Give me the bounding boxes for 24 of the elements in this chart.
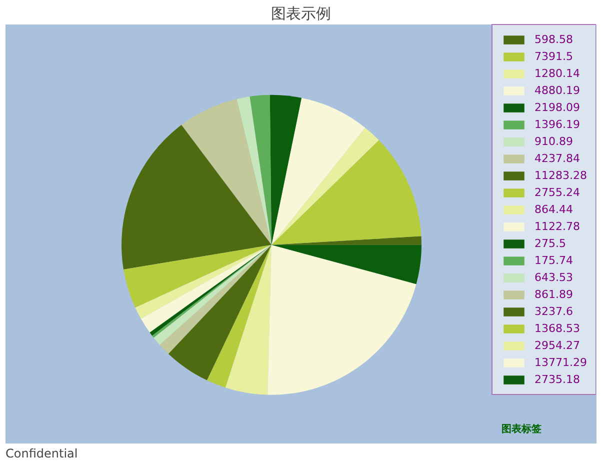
legend-label: 910.89 <box>534 135 573 148</box>
legend-label: 1280.14 <box>534 67 580 80</box>
legend-label: 1368.53 <box>534 322 580 335</box>
legend-label: 275.5 <box>534 237 566 250</box>
legend-title: 图表标签 <box>502 423 542 436</box>
chart-title: 图表示例 <box>271 4 331 22</box>
legend-label: 2735.18 <box>534 373 580 386</box>
legend-label: 13771.29 <box>534 356 587 369</box>
legend-label: 2755.24 <box>534 186 580 199</box>
legend-label: 3237.6 <box>534 305 573 318</box>
legend-label: 11283.28 <box>534 169 587 182</box>
legend-label: 2954.27 <box>534 339 580 352</box>
text: Confidential <box>6 446 78 460</box>
legend-label: 2198.09 <box>534 101 580 114</box>
legend-label: 861.89 <box>534 288 573 301</box>
legend-label: 4880.19 <box>534 84 580 97</box>
legend-label: 1122.78 <box>534 220 580 233</box>
legend-label: 643.53 <box>534 271 573 284</box>
legend-label: 864.44 <box>534 203 573 216</box>
legend-label: 4237.84 <box>534 152 580 165</box>
legend-label: 175.74 <box>534 254 573 267</box>
legend-label: 7391.5 <box>534 50 573 63</box>
legend-label: 598.58 <box>534 33 573 46</box>
legend-label: 1396.19 <box>534 118 580 131</box>
